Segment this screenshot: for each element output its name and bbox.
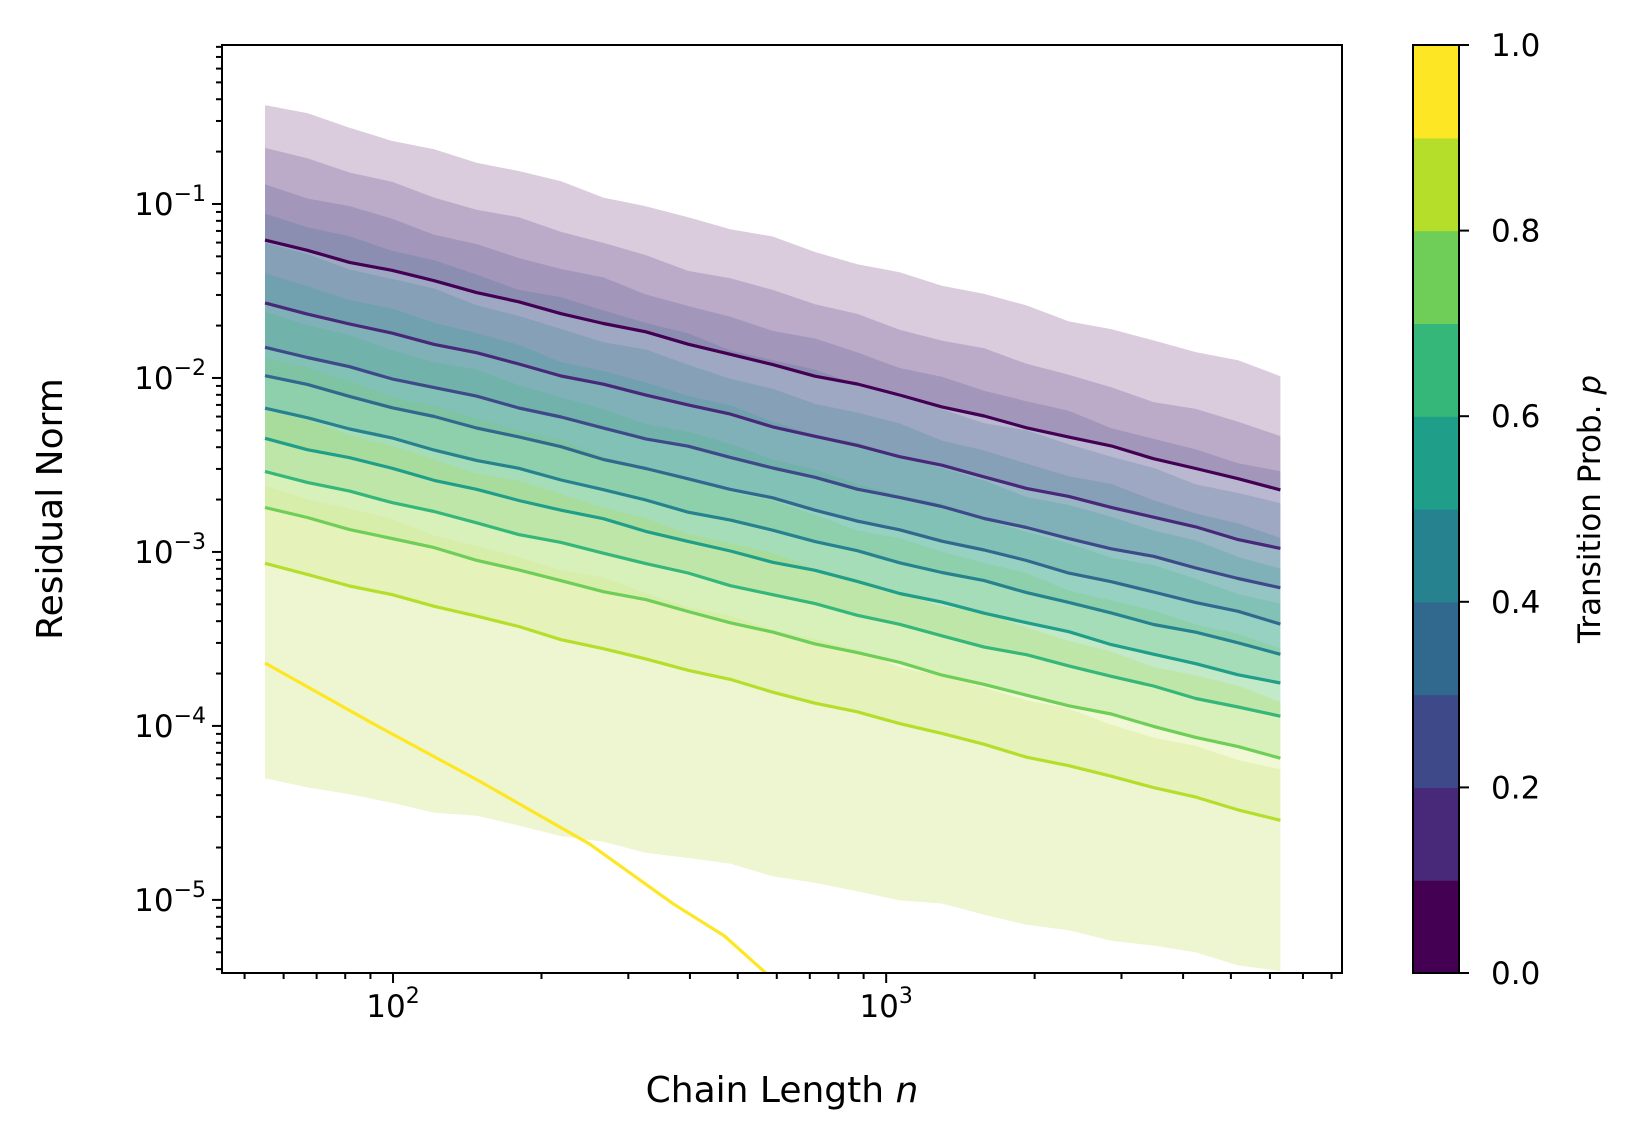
series-line-5 (264, 436, 1281, 685)
colorbar-tick-label: 1.0 (1491, 28, 1540, 64)
y-tick-label: 10−2 (134, 356, 206, 397)
colorbar-tick-label: 0.2 (1491, 770, 1540, 806)
series-line-6 (264, 469, 1281, 718)
colorbar-segment (1413, 45, 1459, 139)
colorbar-segment (1413, 323, 1459, 417)
colorbar-segment (1413, 880, 1459, 974)
colorbar-tick-label: 0.0 (1491, 956, 1540, 992)
colorbar: 0.0 0.2 0.4 0.6 0.8 1.0 Transition Prob. p (1412, 28, 1608, 992)
colorbar-tick-label: 0.6 (1491, 399, 1540, 435)
series-line-1 (264, 301, 1281, 550)
colorbar-segment (1413, 137, 1459, 232)
y-tick-label: 10−3 (134, 530, 206, 571)
series-line-4 (264, 406, 1281, 656)
confidence-band-3 (265, 213, 1281, 624)
y-tick-label: 10−1 (134, 182, 206, 223)
confidence-band-4 (265, 242, 1281, 656)
axes: 102 103 10−1 10−2 10−3 10−4 10−5 Chain Length n… (30, 44, 1343, 1111)
confidence-band-2 (265, 184, 1281, 588)
y-tick-label: 10−5 (134, 878, 206, 919)
colorbar-segment (1413, 694, 1459, 788)
series-line-0 (264, 238, 1281, 492)
series-line-9 (264, 661, 767, 973)
confidence-band-9 (265, 485, 1281, 971)
colorbar-segment (1413, 509, 1459, 603)
plot-frame (221, 44, 1343, 974)
colorbar-segment (1413, 601, 1459, 696)
confidence-band-8 (265, 410, 1281, 823)
x-axis-label: Chain Length n (646, 1070, 919, 1111)
confidence-bands (265, 105, 1281, 971)
confidence-band-1 (265, 147, 1281, 550)
series-lines (264, 238, 1281, 973)
confidence-band-0 (265, 105, 1281, 491)
colorbar-tick-label: 0.8 (1491, 214, 1540, 250)
series-line-3 (264, 374, 1281, 626)
colorbar-frame (1412, 44, 1460, 974)
colorbar-segment (1413, 787, 1459, 881)
y-tick-label: 10−4 (134, 704, 206, 745)
confidence-band-7 (265, 358, 1281, 759)
x-tick-label: 103 (859, 984, 912, 1025)
series-line-7 (264, 505, 1281, 760)
confidence-band-6 (265, 311, 1281, 715)
colorbar-segment (1413, 416, 1459, 510)
series-line-2 (264, 345, 1281, 590)
colorbar-tick-label: 0.4 (1491, 585, 1540, 621)
colorbar-label: Transition Prob. p (1572, 375, 1608, 644)
x-tick-label: 102 (366, 984, 419, 1025)
confidence-band-5 (265, 273, 1281, 683)
y-axis-label: Residual Norm (30, 378, 71, 640)
series-line-8 (264, 561, 1281, 822)
colorbar-segment (1413, 230, 1459, 324)
